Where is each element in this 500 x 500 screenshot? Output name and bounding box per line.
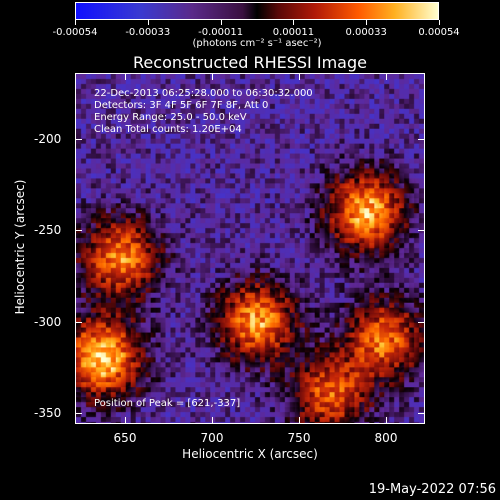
tick-mark: [212, 417, 213, 424]
colorbar-tick-label: 0.00033: [345, 27, 387, 38]
tick-mark: [125, 73, 126, 80]
tick-mark: [418, 139, 425, 140]
info-peak-position: Position of Peak = [621,-337]: [94, 398, 241, 409]
image-plot: [75, 73, 425, 424]
tick-mark: [386, 417, 387, 424]
colorbar-tick-label: -0.00011: [198, 27, 244, 38]
colorbar-units: (photons cm⁻² s⁻¹ asec⁻²): [192, 38, 322, 49]
y-tick-label: -350: [34, 406, 62, 420]
tick-mark: [75, 230, 82, 231]
colorbar-tick: [366, 20, 368, 25]
tick-mark: [75, 139, 82, 140]
colorbar-tick-label: 0.00054: [418, 27, 460, 38]
tick-mark: [418, 413, 425, 414]
colorbar-tick: [293, 20, 295, 25]
tick-mark: [386, 73, 387, 80]
y-axis-label: Heliocentric Y (arcsec): [13, 179, 27, 315]
x-axis-label: Heliocentric X (arcsec): [182, 447, 318, 461]
info-time-range: 22-Dec-2013 06:25:28.000 to 06:30:32.000: [94, 88, 313, 99]
heatmap-canvas: [76, 74, 424, 423]
info-detectors: Detectors: 3F 4F 5F 6F 7F 8F, Att 0: [94, 100, 269, 111]
tick-mark: [418, 322, 425, 323]
timestamp: 19-May-2022 07:56: [368, 482, 496, 497]
colorbar-tick: [439, 20, 440, 25]
colorbar-tick: [147, 20, 149, 25]
colorbar-tick-label: 0.00011: [272, 27, 315, 38]
colorbar-tick-label: -0.00054: [52, 27, 98, 38]
plot-title: Reconstructed RHESSI Image: [133, 53, 367, 72]
colorbar-tick: [75, 20, 76, 25]
tick-mark: [125, 417, 126, 424]
x-tick-label: 650: [113, 431, 137, 445]
colorbar-tick: [220, 20, 222, 25]
x-tick-label: 800: [374, 431, 398, 445]
y-tick-label: -200: [34, 132, 62, 146]
tick-mark: [418, 230, 425, 231]
tick-mark: [299, 417, 300, 424]
x-tick-label: 700: [200, 431, 224, 445]
tick-mark: [75, 413, 82, 414]
colorbar-tick-label: -0.00033: [125, 27, 171, 38]
y-tick-label: -250: [34, 223, 62, 237]
tick-mark: [299, 73, 300, 80]
info-energy-range: Energy Range: 25.0 - 50.0 keV: [94, 112, 247, 123]
tick-mark: [212, 73, 213, 80]
tick-mark: [75, 322, 82, 323]
info-total-counts: Clean Total counts: 1.20E+04: [94, 124, 242, 135]
x-tick-label: 750: [287, 431, 311, 445]
y-tick-label: -300: [34, 315, 62, 329]
colorbar: [75, 2, 439, 20]
